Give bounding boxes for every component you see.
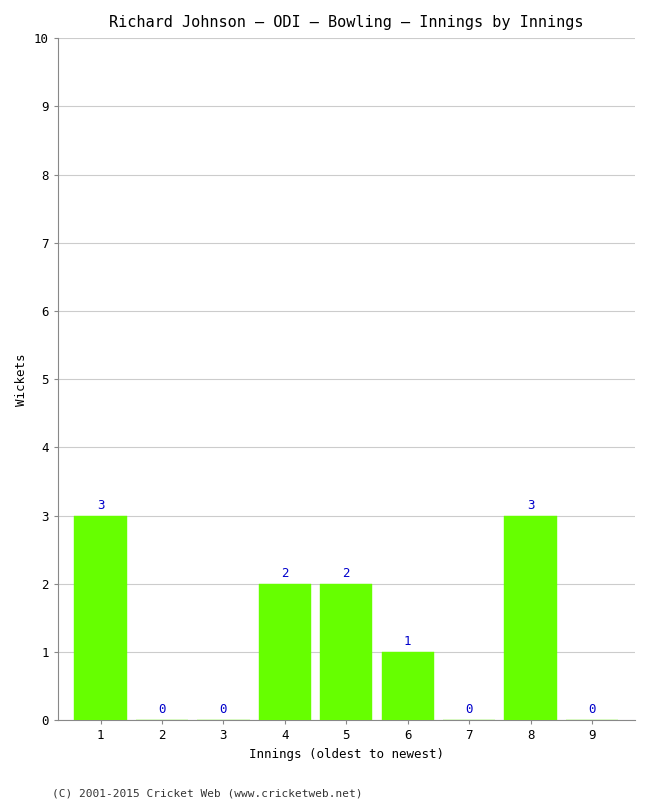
Bar: [320, 584, 372, 721]
Text: 3: 3: [526, 498, 534, 512]
Text: 0: 0: [465, 703, 473, 716]
Title: Richard Johnson – ODI – Bowling – Innings by Innings: Richard Johnson – ODI – Bowling – Inning…: [109, 15, 584, 30]
Text: 0: 0: [588, 703, 596, 716]
Y-axis label: Wickets: Wickets: [15, 353, 28, 406]
Text: 0: 0: [158, 703, 166, 716]
Bar: [382, 652, 434, 721]
Bar: [504, 516, 556, 721]
Text: 1: 1: [404, 635, 411, 648]
X-axis label: Innings (oldest to newest): Innings (oldest to newest): [249, 748, 444, 761]
Text: 0: 0: [220, 703, 228, 716]
Bar: [75, 516, 127, 721]
Bar: [259, 584, 311, 721]
Text: 2: 2: [343, 567, 350, 580]
Text: 2: 2: [281, 567, 289, 580]
Text: 3: 3: [97, 498, 105, 512]
Text: (C) 2001-2015 Cricket Web (www.cricketweb.net): (C) 2001-2015 Cricket Web (www.cricketwe…: [52, 788, 363, 798]
